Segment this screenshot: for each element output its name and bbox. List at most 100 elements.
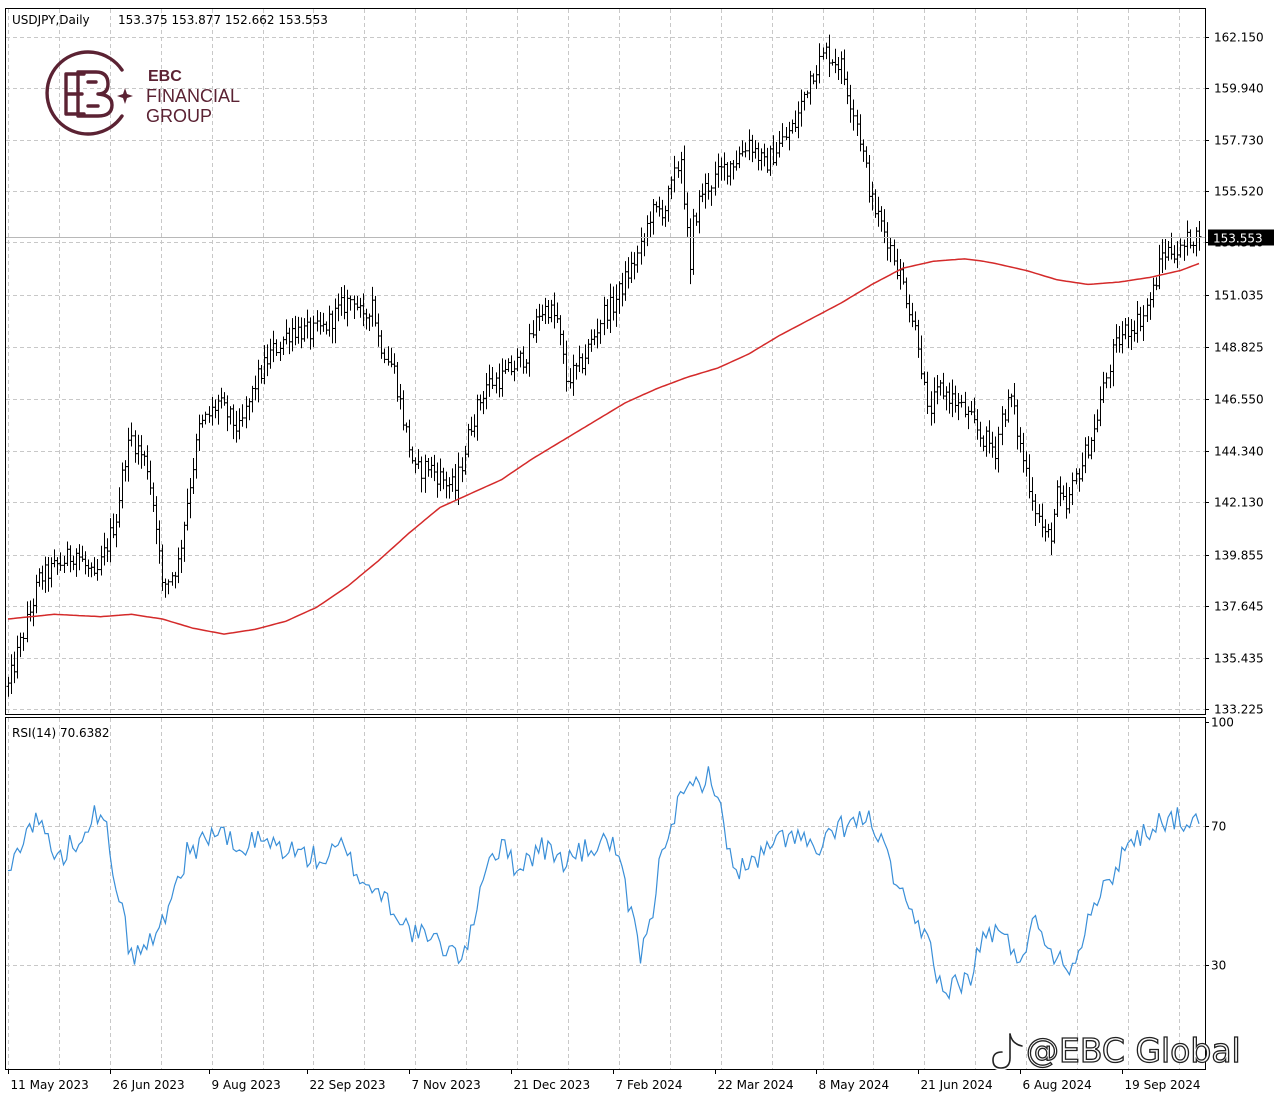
ohlc-bar — [929, 391, 934, 426]
ohlc-bar — [244, 396, 249, 429]
ohlc-bar — [290, 318, 295, 352]
ohlc-bar — [602, 296, 607, 336]
ohlc-bar — [1135, 300, 1140, 343]
ohlc-bar — [318, 311, 323, 335]
ohlc-bar — [657, 196, 662, 217]
ohlc-bar — [747, 129, 752, 161]
ohlc-bar — [555, 302, 560, 324]
ohlc-bar — [231, 404, 236, 440]
ohlc-bar — [817, 43, 822, 84]
ohlc-bar — [540, 304, 545, 322]
ohlc-bar — [1108, 364, 1113, 389]
ohlc-bar — [311, 315, 316, 348]
ohlc-bar — [423, 454, 428, 493]
ohlc-bar — [456, 452, 461, 505]
ohlc-bar — [531, 320, 536, 339]
ohlc-bar — [1015, 399, 1020, 450]
ohlc-bar — [1138, 306, 1143, 332]
ohlc-bar — [404, 422, 409, 433]
ohlc-bar — [240, 404, 245, 427]
ohlc-bar — [95, 558, 100, 581]
ohlc-bar — [635, 245, 640, 273]
ohlc-bar — [1129, 318, 1134, 351]
ohlc-bar — [262, 345, 267, 385]
ohlc-bar — [521, 346, 526, 374]
logo-line-1: EBC — [148, 68, 182, 85]
ohlc-bar — [21, 632, 26, 651]
price-tick-label: 151.035 — [1214, 289, 1264, 303]
ohlc-bar — [500, 358, 505, 397]
ohlc-bar — [1117, 326, 1122, 353]
ohlc-bar — [1101, 371, 1106, 403]
price-tick-label: 139.855 — [1214, 549, 1264, 563]
ohlc-bar — [305, 309, 310, 339]
ohlc-bar — [1114, 324, 1119, 353]
ohlc-bar — [265, 344, 270, 377]
ohlc-bar — [676, 161, 681, 178]
ohlc-bar — [373, 295, 378, 327]
ohlc-bar — [253, 375, 258, 401]
ohlc-bar — [688, 218, 693, 285]
ohlc-bar — [512, 360, 517, 382]
ohlc-bar — [836, 56, 841, 81]
ohlc-bar — [956, 392, 961, 421]
ohlc-bar — [765, 147, 770, 173]
ohlc-bar — [549, 299, 554, 323]
ohlc-bar — [188, 477, 193, 519]
ohlc-bar — [370, 286, 375, 327]
ohlc-bar — [719, 157, 724, 181]
ohlc-bar — [386, 346, 391, 366]
ohlc-bar — [151, 482, 156, 512]
ohlc-bar — [907, 294, 912, 323]
ohlc-bar — [731, 160, 736, 180]
ohlc-bar — [494, 372, 499, 394]
ohlc-bar — [855, 109, 860, 136]
ohlc-bar — [963, 391, 968, 418]
ohlc-bar — [882, 209, 887, 244]
ohlc-bar — [330, 310, 335, 344]
ohlc-bar — [996, 426, 1001, 473]
time-tick-label: 6 Aug 2024 — [1023, 1078, 1092, 1092]
ohlc-bar — [959, 394, 964, 408]
last-price-tag — [1208, 229, 1274, 246]
ohlc-bar — [126, 427, 131, 482]
ohlc-bar — [102, 532, 107, 566]
ohlc-bar — [919, 335, 924, 380]
ohlc-bar — [133, 430, 138, 463]
ohlc-bar — [642, 233, 647, 257]
ohlc-bar — [1003, 409, 1008, 428]
ohlc-bar — [460, 457, 465, 483]
ohlc-bar — [614, 284, 619, 327]
ohlc-bar — [827, 34, 832, 78]
ohlc-bar — [284, 319, 289, 345]
ohlc-bar — [824, 42, 829, 60]
price-tick-label: 144.340 — [1214, 445, 1264, 459]
ohlc-bar — [892, 239, 897, 266]
main-chart-frame — [5, 8, 1206, 715]
ohlc-bar — [608, 283, 613, 333]
ohlc-bar — [1148, 292, 1153, 320]
ohlc-bar — [1166, 240, 1171, 261]
ohlc-bar — [71, 555, 76, 571]
tiktok-icon — [990, 1031, 1025, 1071]
ohlc-bar — [858, 114, 863, 152]
ohlc-bar — [543, 297, 548, 325]
ohlc-bar — [287, 327, 292, 355]
ohlc-bar — [938, 379, 943, 396]
ohlc-bar — [117, 487, 122, 528]
ohlc-bar — [308, 317, 313, 350]
ohlc-bar — [348, 295, 353, 311]
ohlc-bar — [966, 406, 971, 430]
ohlc-bar — [617, 281, 622, 314]
ohlc-bar — [722, 152, 727, 181]
ohlc-bar — [1185, 220, 1190, 256]
ohlc-bar — [1067, 486, 1072, 514]
ohlc-bar — [453, 464, 458, 500]
ohlc-bar — [672, 155, 677, 193]
ohlc-bar — [466, 423, 471, 458]
ohlc-bar — [352, 295, 357, 320]
watermark: @EBC Global — [990, 1030, 1241, 1071]
time-tick-label: 26 Jun 2023 — [113, 1078, 185, 1092]
ohlc-bar — [784, 126, 789, 141]
ohlc-bar — [1172, 245, 1177, 264]
